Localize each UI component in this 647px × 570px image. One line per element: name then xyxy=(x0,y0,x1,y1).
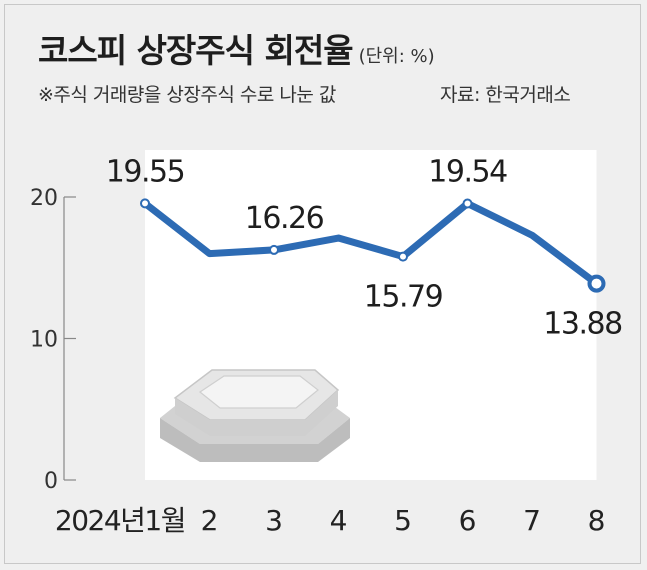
y-tick-label: 10 xyxy=(30,328,58,353)
data-points xyxy=(140,198,606,293)
x-tick-label: 2024년1월 xyxy=(55,504,185,537)
y-tick-label: 0 xyxy=(44,469,58,494)
data-label: 19.55 xyxy=(106,154,184,189)
chart-title: 코스피 상장주식 회전율 (단위: %) xyxy=(38,24,435,72)
data-label: 13.88 xyxy=(543,307,622,342)
data-point xyxy=(398,251,408,262)
data-point xyxy=(587,274,606,293)
y-axis: 0 10 20 xyxy=(30,186,76,494)
data-point xyxy=(462,198,473,209)
title-text: 코스피 상장주식 회전율 xyxy=(38,31,354,70)
x-tick-label: 4 xyxy=(330,504,348,537)
x-tick-label: 5 xyxy=(394,504,412,537)
x-tick-label: 3 xyxy=(265,504,283,537)
data-point xyxy=(140,198,150,209)
chart-note: ※주식 거래량을 상장주식 수로 나눈 값 xyxy=(38,84,336,106)
x-tick-label: 8 xyxy=(588,504,606,537)
y-tick-label: 20 xyxy=(30,186,58,211)
source-label: 자료: 한국거래소 xyxy=(440,84,571,106)
unit-label: (단위: %) xyxy=(358,46,435,67)
x-axis-labels: 2024년1월 2 3 4 5 6 7 8 xyxy=(55,504,606,537)
data-label: 15.79 xyxy=(364,280,442,315)
data-labels: 19.55 16.26 15.79 19.54 13.88 xyxy=(106,154,624,342)
data-point xyxy=(269,244,279,255)
x-tick-label: 2 xyxy=(201,504,219,537)
series-line xyxy=(141,199,600,288)
data-label: 19.54 xyxy=(428,155,507,190)
data-label: 16.26 xyxy=(245,201,324,236)
x-tick-label: 7 xyxy=(523,504,541,537)
stock-market-illustration xyxy=(160,369,350,462)
x-tick-label: 6 xyxy=(459,504,477,537)
